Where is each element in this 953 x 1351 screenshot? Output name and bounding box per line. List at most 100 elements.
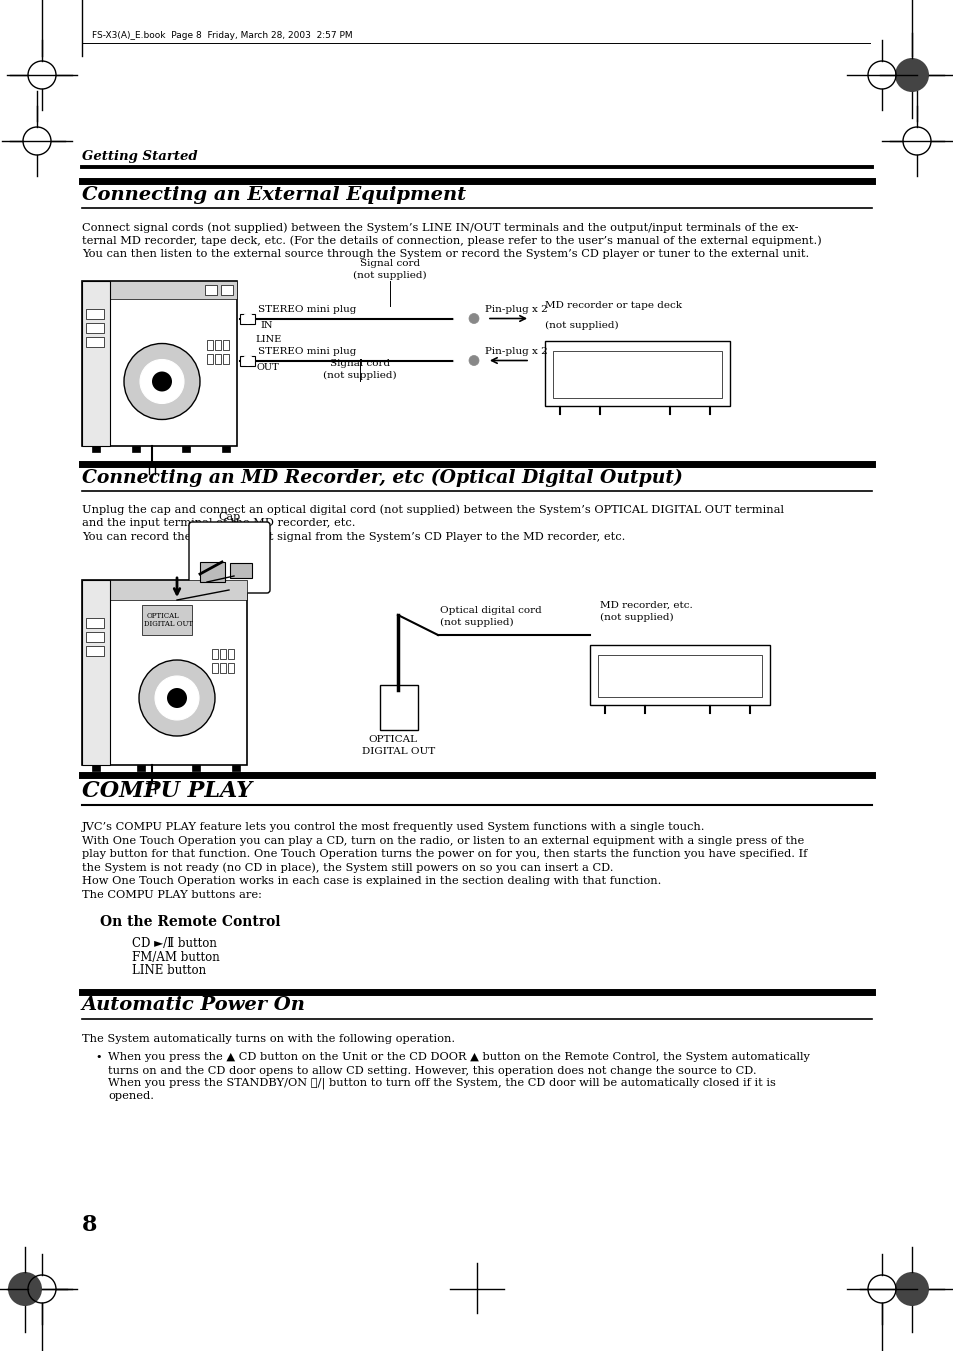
Text: Unplug the cap and connect an optical digital cord (not supplied) between the Sy: Unplug the cap and connect an optical di… xyxy=(82,504,783,515)
Bar xyxy=(207,354,213,363)
Circle shape xyxy=(139,661,214,736)
Text: Signal cord: Signal cord xyxy=(330,359,390,369)
Text: (not supplied): (not supplied) xyxy=(439,617,513,627)
Bar xyxy=(240,313,254,323)
Text: turns on and the CD door opens to allow CD setting. However, this operation does: turns on and the CD door opens to allow … xyxy=(108,1066,756,1075)
Bar xyxy=(82,580,110,765)
Bar xyxy=(86,308,104,319)
Text: (not supplied): (not supplied) xyxy=(599,613,673,621)
Text: (not supplied): (not supplied) xyxy=(544,320,618,330)
Text: MD recorder, etc.: MD recorder, etc. xyxy=(599,601,692,611)
Text: DIGITAL OUT: DIGITAL OUT xyxy=(361,747,435,757)
Text: OPTICAL: OPTICAL xyxy=(368,735,416,744)
Bar xyxy=(214,339,221,350)
Text: FS-X3(A)_E.book  Page 8  Friday, March 28, 2003  2:57 PM: FS-X3(A)_E.book Page 8 Friday, March 28,… xyxy=(91,31,353,41)
Circle shape xyxy=(894,58,928,92)
Text: Optical digital cord: Optical digital cord xyxy=(439,607,541,615)
Bar xyxy=(212,663,218,673)
Text: STEREO mini plug: STEREO mini plug xyxy=(257,347,356,357)
Bar xyxy=(589,644,769,705)
Bar xyxy=(223,354,229,363)
Bar xyxy=(82,281,236,446)
Text: On the Remote Control: On the Remote Control xyxy=(100,915,280,929)
Text: Automatic Power On: Automatic Power On xyxy=(82,997,306,1015)
Text: When you press the STANDBY/ON ⏻/| button to turn off the System, the CD door wil: When you press the STANDBY/ON ⏻/| button… xyxy=(108,1078,775,1089)
Text: The System automatically turns on with the following operation.: The System automatically turns on with t… xyxy=(82,1035,455,1044)
Text: Cap: Cap xyxy=(218,512,241,521)
Bar xyxy=(230,563,252,578)
Bar xyxy=(220,648,226,659)
Text: Pin-plug x 2: Pin-plug x 2 xyxy=(484,304,547,313)
Text: IN: IN xyxy=(260,320,273,330)
Bar xyxy=(232,765,240,771)
Circle shape xyxy=(146,751,158,763)
Text: FM/AM button: FM/AM button xyxy=(132,951,219,963)
Text: COMPU PLAY: COMPU PLAY xyxy=(82,780,252,802)
Text: Connecting an External Equipment: Connecting an External Equipment xyxy=(82,186,466,204)
Text: OUT: OUT xyxy=(256,362,279,372)
Text: CD ►/Ⅱ button: CD ►/Ⅱ button xyxy=(132,938,216,950)
Bar xyxy=(91,765,100,771)
Circle shape xyxy=(894,1273,928,1306)
Text: You can record the digital output signal from the System’s CD Player to the MD r: You can record the digital output signal… xyxy=(82,531,625,542)
Text: ternal MD recorder, tape deck, etc. (For the details of connection, please refer: ternal MD recorder, tape deck, etc. (For… xyxy=(82,235,821,246)
Text: Connecting an MD Recorder, etc (Optical Digital Output): Connecting an MD Recorder, etc (Optical … xyxy=(82,469,682,486)
Bar xyxy=(82,281,236,299)
Text: Pin-plug x 2: Pin-plug x 2 xyxy=(484,346,547,355)
Bar xyxy=(132,446,140,451)
Bar xyxy=(91,446,100,451)
Circle shape xyxy=(243,355,253,366)
Text: Signal cord: Signal cord xyxy=(359,259,419,269)
Bar xyxy=(86,323,104,332)
Circle shape xyxy=(154,676,199,720)
Circle shape xyxy=(152,372,172,392)
Text: When you press the ▲ CD button on the Unit or the CD DOOR ▲ button on the Remote: When you press the ▲ CD button on the Un… xyxy=(108,1052,809,1062)
Bar xyxy=(86,617,104,628)
Bar xyxy=(142,605,192,635)
Bar xyxy=(544,340,729,405)
Bar xyxy=(228,648,233,659)
Text: the System is not ready (no CD in place), the System still powers on so you can : the System is not ready (no CD in place)… xyxy=(82,862,613,873)
Text: You can then listen to the external source through the System or record the Syst: You can then listen to the external sour… xyxy=(82,249,808,259)
Bar xyxy=(200,562,225,582)
Text: Connect signal cords (not supplied) between the System’s LINE IN/OUT terminals a: Connect signal cords (not supplied) betw… xyxy=(82,222,798,232)
Text: LINE button: LINE button xyxy=(132,965,206,977)
Circle shape xyxy=(124,343,200,420)
Circle shape xyxy=(8,1273,42,1306)
Bar xyxy=(137,765,145,771)
Circle shape xyxy=(454,353,470,369)
Bar xyxy=(82,580,247,600)
Bar xyxy=(182,446,190,451)
Text: play button for that function. One Touch Operation turns the power on for you, t: play button for that function. One Touch… xyxy=(82,848,806,859)
Text: MD recorder or tape deck: MD recorder or tape deck xyxy=(544,301,681,311)
Bar xyxy=(86,632,104,642)
Text: STEREO mini plug: STEREO mini plug xyxy=(257,305,356,315)
Text: (not supplied): (not supplied) xyxy=(353,272,426,281)
Text: OPTICAL: OPTICAL xyxy=(147,612,179,620)
Bar xyxy=(86,336,104,346)
Text: How One Touch Operation works in each case is explained in the section dealing w: How One Touch Operation works in each ca… xyxy=(82,875,660,886)
Bar xyxy=(82,580,247,765)
Text: •: • xyxy=(95,1052,101,1062)
Text: Getting Started: Getting Started xyxy=(82,150,197,163)
Bar xyxy=(223,339,229,350)
Bar xyxy=(192,765,200,771)
Bar xyxy=(221,285,233,295)
Circle shape xyxy=(469,313,478,323)
Bar xyxy=(212,648,218,659)
Bar xyxy=(220,663,226,673)
Text: 8: 8 xyxy=(82,1215,97,1236)
Text: and the input terminal of the MD recorder, etc.: and the input terminal of the MD recorde… xyxy=(82,517,355,528)
Text: opened.: opened. xyxy=(108,1092,153,1101)
Circle shape xyxy=(140,359,184,404)
Text: With One Touch Operation you can play a CD, turn on the radio, or listen to an e: With One Touch Operation you can play a … xyxy=(82,835,803,846)
Circle shape xyxy=(167,688,187,708)
Bar xyxy=(205,285,216,295)
Circle shape xyxy=(146,431,158,443)
Bar xyxy=(240,355,254,366)
Bar xyxy=(82,281,110,446)
Text: (not supplied): (not supplied) xyxy=(323,372,396,381)
FancyBboxPatch shape xyxy=(189,521,270,593)
Bar xyxy=(214,354,221,363)
Text: DIGITAL OUT: DIGITAL OUT xyxy=(144,620,193,628)
